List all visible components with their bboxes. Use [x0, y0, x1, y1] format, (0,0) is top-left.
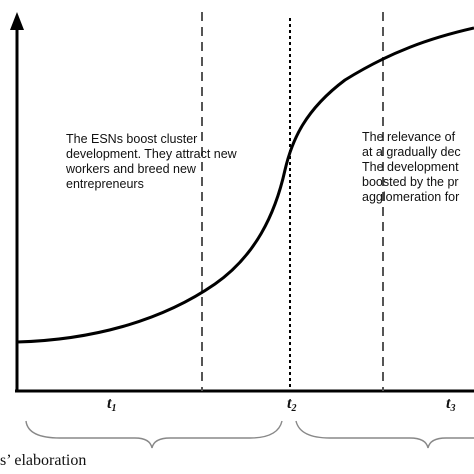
- source-caption: s’ elaboration: [0, 452, 87, 469]
- y-axis-arrow: [10, 12, 24, 30]
- period-brace-2: [295, 420, 474, 449]
- annotation-growth-phase: The ESNs boost cluster development. They…: [66, 132, 237, 191]
- period-brace-1: [25, 420, 283, 449]
- time-label-t3: t3: [446, 395, 455, 414]
- time-label-t1: t1: [107, 395, 116, 414]
- time-label-t2: t2: [287, 395, 296, 414]
- growth-curve: [16, 26, 474, 344]
- annotation-maturity-phase: The relevance of at a gradually dec The …: [362, 130, 461, 204]
